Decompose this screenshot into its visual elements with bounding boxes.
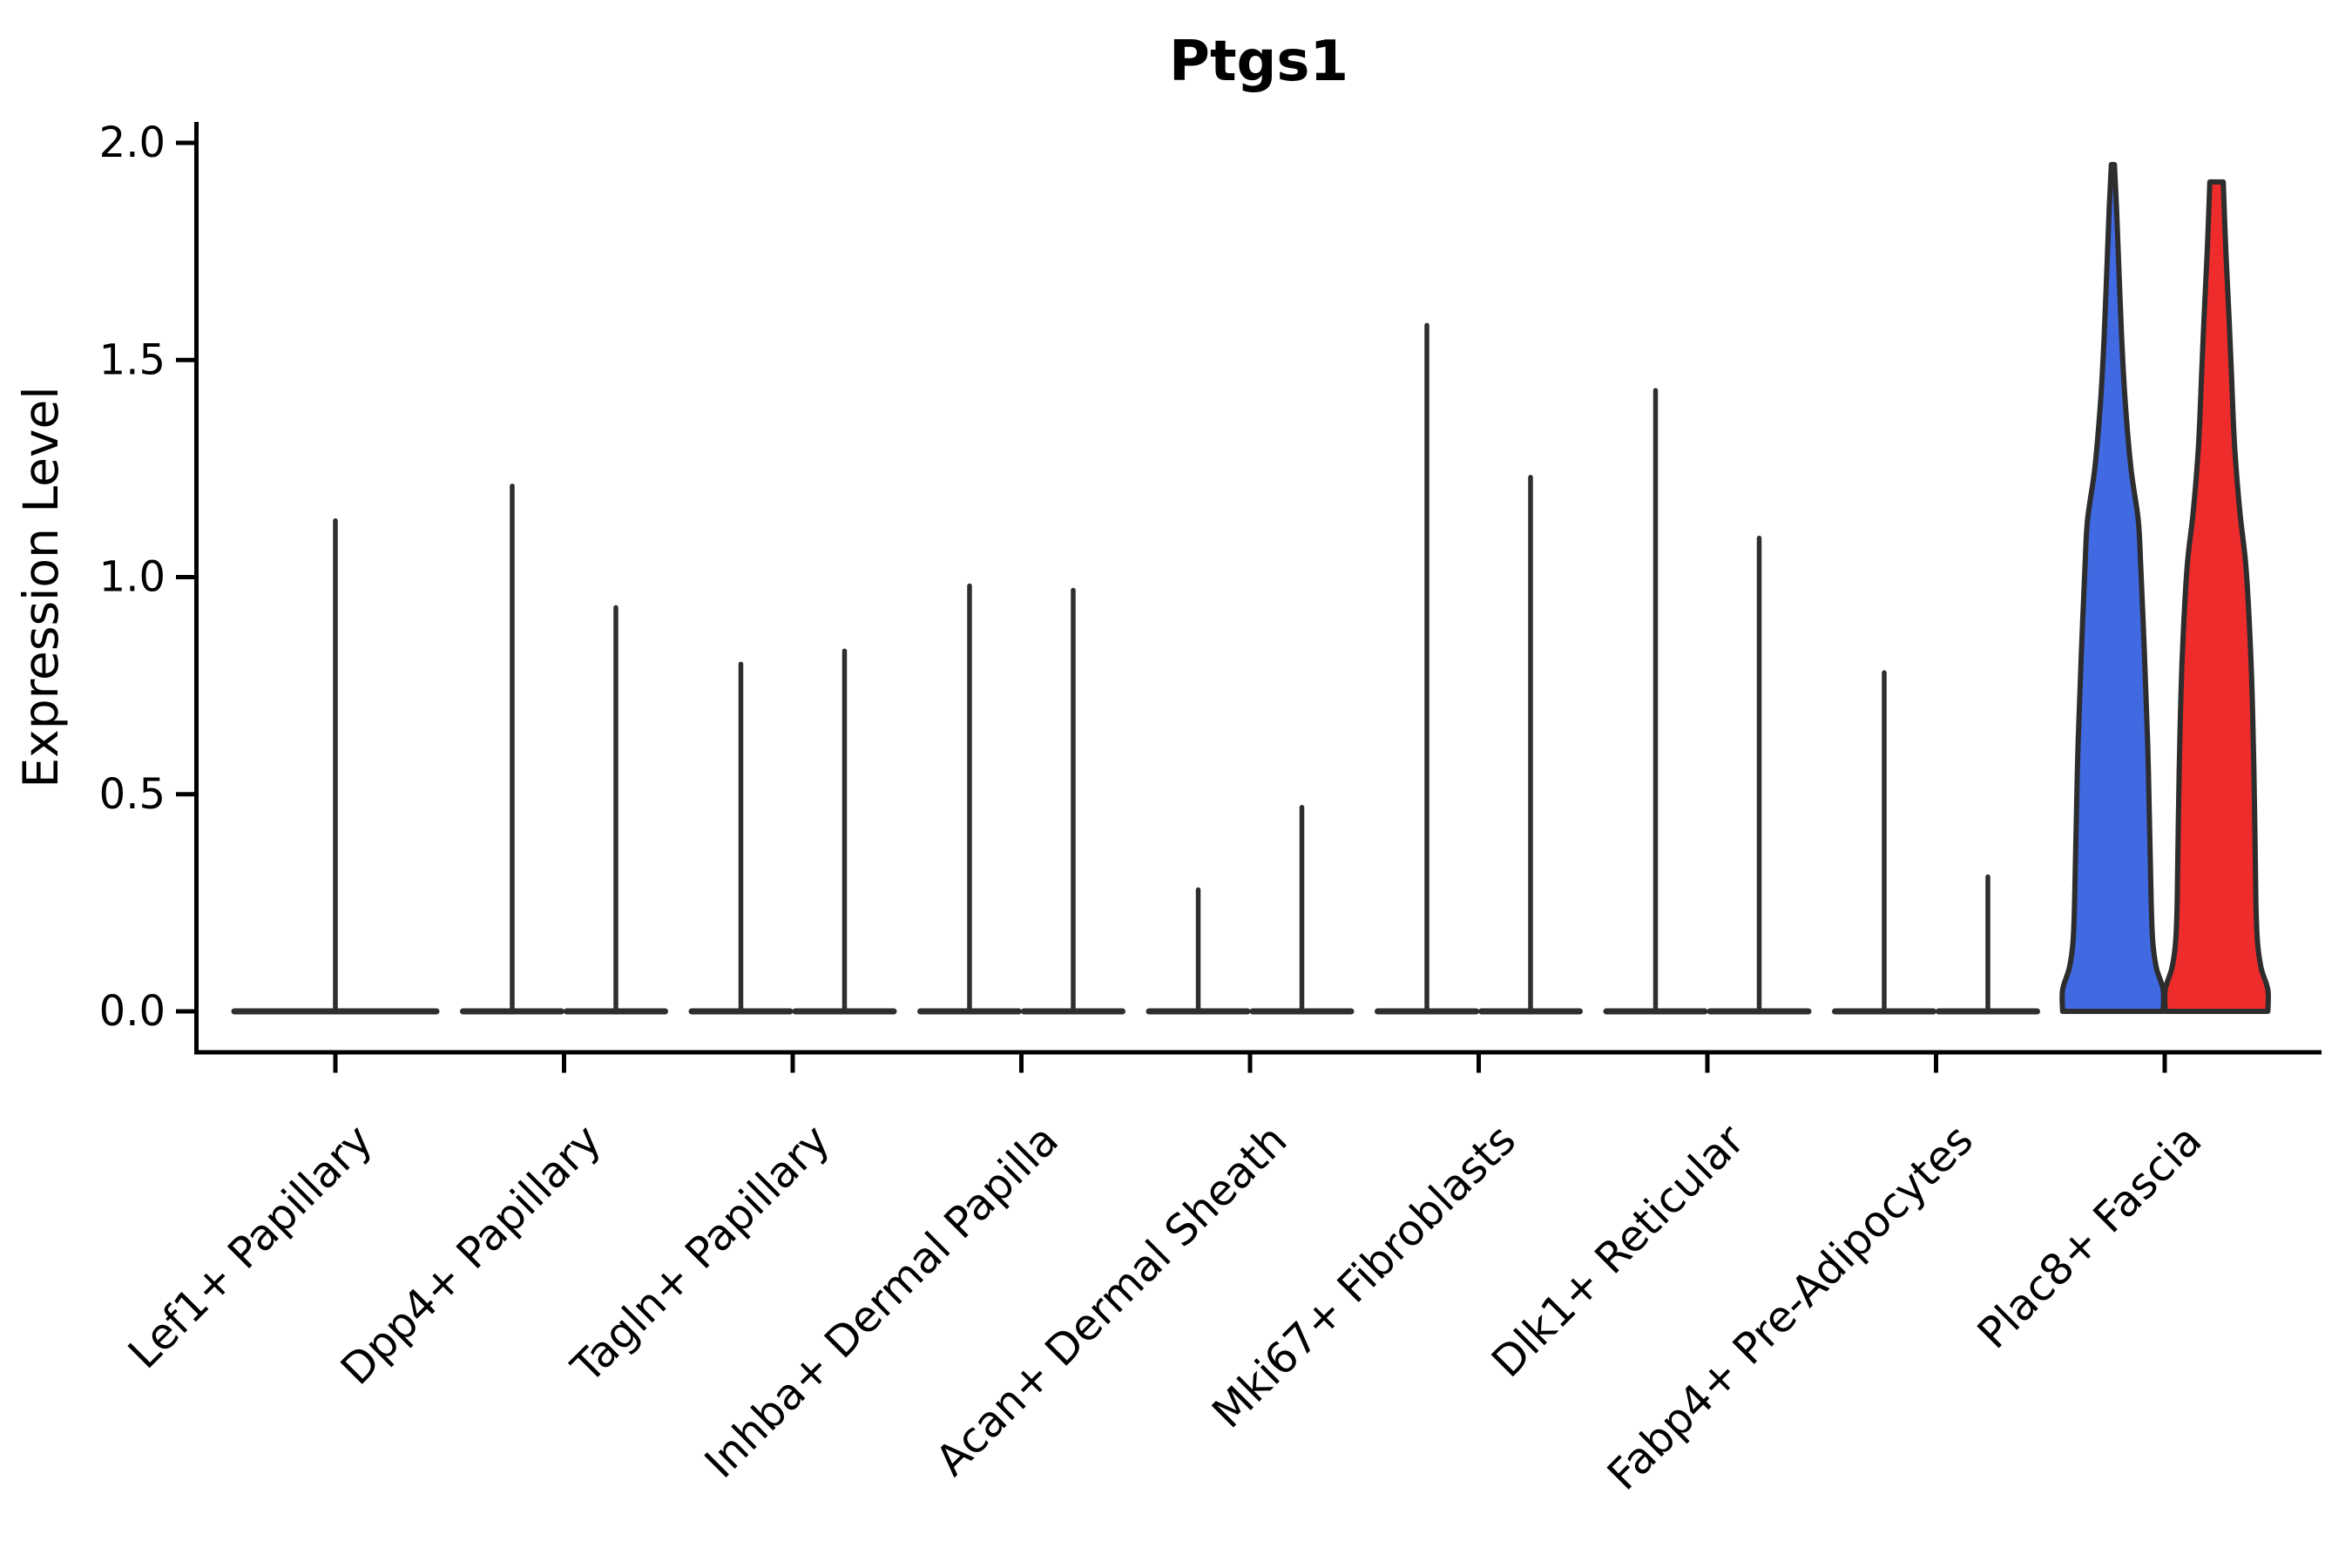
y-axis-label: Expression Level: [13, 386, 69, 787]
filled-violin-blue: [2059, 161, 2166, 1014]
y-tick-label: 1.0: [99, 553, 166, 602]
chart-title: Ptgs1: [1169, 30, 1348, 94]
filled-violin-red: [2162, 179, 2271, 1014]
y-tick-label: 0.0: [99, 987, 166, 1036]
x-tick-label: Dlk1+ Reticular: [1483, 1115, 1755, 1388]
x-tick-label: Plac8+ Fascia: [1968, 1115, 2211, 1358]
x-tick-label: Fabp4+ Pre-Adipocytes: [1598, 1115, 1983, 1500]
y-tick-label: 2.0: [99, 118, 166, 167]
y-tick-label: 0.5: [99, 770, 166, 819]
x-tick-label: Lef1+ Papillary: [118, 1115, 382, 1378]
y-tick-label: 1.5: [99, 335, 166, 384]
